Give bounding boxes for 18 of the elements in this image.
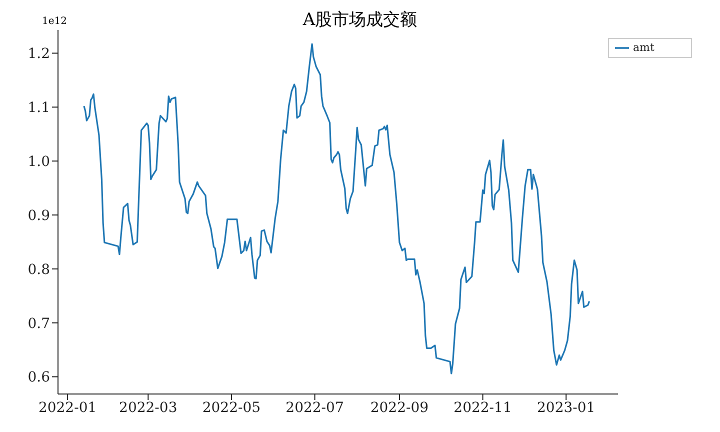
- text: 1e12: [42, 16, 68, 27]
- y-tick-label: 1.0: [28, 154, 50, 170]
- line-series: [83, 43, 590, 374]
- x-tick-label: 2022-03: [119, 400, 178, 416]
- x-tick-label: 2022-11: [454, 400, 512, 416]
- y-tick-label: 0.8: [28, 262, 50, 278]
- legend-label: amt: [633, 41, 654, 54]
- y-tick-label: 1.2: [28, 46, 50, 62]
- x-tick-label: 2023-01: [537, 400, 596, 416]
- x-tick-label: 2022-07: [286, 400, 344, 416]
- y-tick-label: 0.7: [28, 316, 50, 332]
- x-tick-label: 2022-09: [370, 400, 429, 416]
- y-tick-label: 1.1: [28, 100, 50, 116]
- x-tick-label: 2022-01: [38, 400, 97, 416]
- y-tick-label: 0.6: [28, 370, 50, 386]
- y-tick-label: 0.9: [28, 208, 50, 224]
- chart-title: A股市场成交额: [302, 10, 418, 30]
- x-tick-label: 2022-05: [202, 400, 261, 416]
